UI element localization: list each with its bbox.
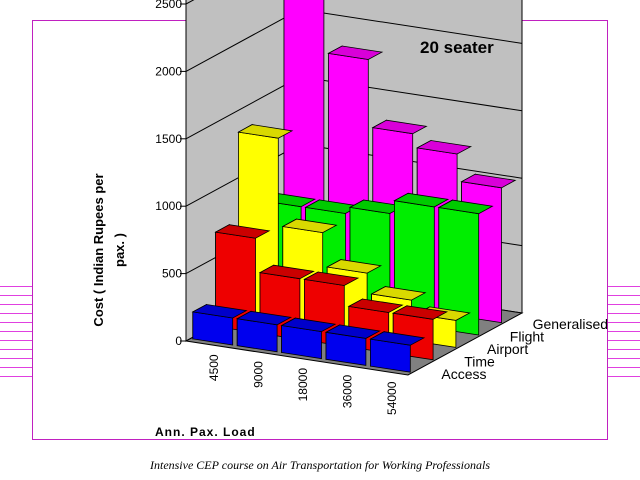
bar-top: [324, 324, 381, 339]
x-axis-label: Ann. Pax. Load: [155, 425, 256, 439]
y-axis-label-line-1: Cost ( Indian Rupees per: [91, 173, 106, 326]
bar-top: [369, 331, 426, 346]
bar-access-54000: [369, 331, 426, 373]
bar-access-9000: [235, 310, 293, 353]
right-decor-lines: [608, 286, 640, 386]
bar-top: [437, 199, 494, 215]
bar-access-4500: [191, 303, 248, 346]
bar-access-18000: [280, 317, 337, 360]
y-axis-label-line-2: pax. ): [112, 233, 127, 267]
footer-caption: Intensive CEP course on Air Transportati…: [149, 458, 490, 472]
x-tick-label: 18000: [296, 368, 310, 402]
chart-labels: 0500100015002000250030003500450090001800…: [155, 0, 608, 415]
chart-bars: [191, 0, 517, 373]
bar-top: [327, 45, 384, 60]
y-tick-label: 0: [175, 334, 182, 348]
x-tick-label: 9000: [252, 361, 266, 388]
series-label: Time: [464, 353, 495, 369]
bar-top: [393, 192, 450, 208]
bar-top: [235, 310, 293, 326]
bar-top: [325, 259, 383, 274]
x-tick-label: 4500: [207, 354, 221, 381]
x-tick-label: 54000: [385, 381, 399, 415]
left-decor-lines: [0, 286, 32, 386]
bar-top: [258, 264, 315, 280]
bar-top: [371, 119, 428, 135]
y-tick-label: 1000: [155, 199, 182, 213]
bar-top: [370, 286, 427, 301]
bar-top: [280, 317, 337, 333]
bar-top: [191, 304, 248, 319]
bar-top: [460, 173, 517, 189]
chart-title: 20 seater: [420, 38, 494, 57]
x-tick-label: 36000: [340, 374, 354, 408]
series-label: Generalised: [533, 316, 609, 332]
series-label: Flight: [510, 329, 544, 345]
bar-top: [237, 124, 294, 139]
bar-top: [391, 305, 449, 320]
series-label: Access: [441, 366, 486, 382]
bar-flight-54000: [437, 199, 494, 336]
y-tick-label: 2500: [155, 0, 182, 11]
bar-access-36000: [324, 324, 381, 366]
bar-top: [347, 298, 404, 313]
y-tick-label: 500: [162, 267, 182, 281]
bar-top: [214, 224, 271, 239]
bar-top: [415, 140, 473, 155]
y-tick-label: 1500: [155, 132, 182, 146]
y-tick-label: 2000: [155, 64, 182, 78]
bar-top: [303, 271, 360, 286]
bar-top: [281, 218, 338, 234]
series-label: Airport: [487, 341, 528, 357]
